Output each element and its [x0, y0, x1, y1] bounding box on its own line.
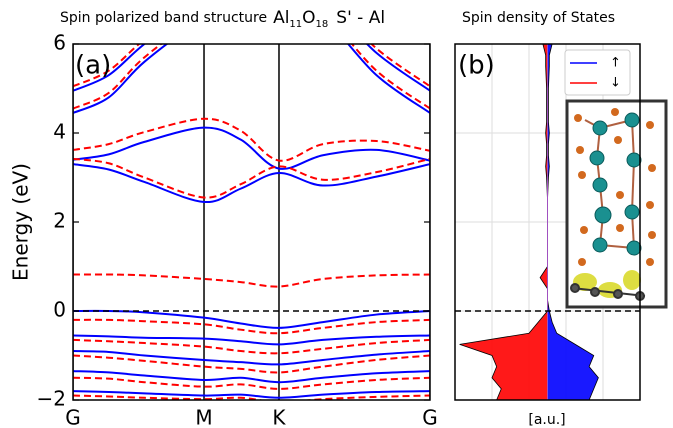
y-axis-label: Energy (eV)	[9, 163, 33, 281]
band-line	[73, 44, 430, 114]
band-title: Spin polarized band structure Al11O18 S' -…	[60, 8, 385, 30]
band-line	[73, 44, 430, 92]
x-tick-label: K	[272, 406, 286, 428]
title-part: 11	[289, 19, 302, 30]
panel-label: (b)	[458, 51, 495, 81]
band-frame	[72, 43, 431, 401]
structure-inset	[565, 99, 668, 309]
band-line	[73, 273, 430, 288]
band-line	[73, 309, 430, 329]
x-tick-label: M	[195, 406, 212, 428]
panel-label: (a)	[75, 51, 111, 81]
x-axis-label: [a.u.]	[528, 412, 565, 428]
y-tick-label: −2	[37, 387, 66, 411]
band-line	[73, 376, 430, 390]
legend-label: ↑	[610, 56, 621, 71]
band-line	[73, 370, 430, 384]
title-part: O	[302, 8, 315, 28]
x-tick-label: G	[422, 406, 438, 428]
y-tick-label: 0	[53, 298, 66, 322]
title-part: Al	[273, 8, 289, 28]
band-line	[73, 394, 430, 400]
y-tick-label: 2	[53, 209, 66, 233]
title-part: S' - Al	[336, 8, 385, 28]
band-line	[73, 318, 430, 335]
y-tick-label: 4	[53, 120, 66, 144]
band-line	[73, 350, 430, 366]
band-line	[73, 44, 430, 110]
band-line	[73, 157, 430, 199]
band-line	[73, 126, 430, 170]
band-plot-area	[73, 44, 430, 400]
band-line	[73, 338, 430, 355]
title-part: 18	[316, 19, 329, 30]
x-tick-label: G	[65, 406, 81, 428]
legend: ↑↓	[564, 49, 631, 96]
band-line	[73, 334, 430, 346]
dos-title: Spin density of States	[462, 10, 615, 26]
band-line	[73, 390, 430, 399]
band-line	[73, 117, 430, 162]
legend-label: ↓	[610, 76, 621, 91]
y-tick-label: 6	[53, 31, 66, 55]
dos-frame	[454, 43, 641, 401]
band-line	[73, 163, 430, 203]
band-line	[73, 354, 430, 374]
title-part: Spin polarized band structure	[60, 10, 267, 26]
